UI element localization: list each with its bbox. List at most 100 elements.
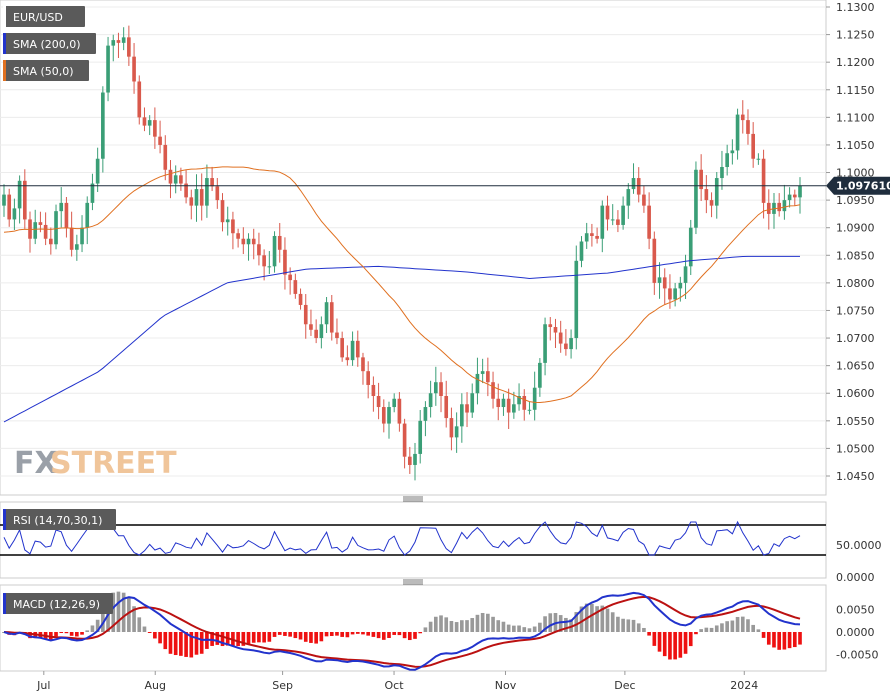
legend-sma50-label: SMA (50,0) — [13, 65, 74, 78]
macd-histogram-bar — [111, 592, 116, 632]
candle-body — [381, 407, 386, 424]
macd-histogram-bar — [179, 632, 183, 656]
macd-histogram-bar — [376, 632, 381, 639]
candle-body — [283, 249, 287, 275]
macd-histogram-bar — [714, 625, 719, 632]
macd-histogram-bar — [54, 632, 58, 637]
macd-histogram-bar — [569, 619, 573, 632]
macd-histogram-bar — [428, 621, 433, 632]
macd-histogram-bar — [132, 606, 136, 632]
macd-histogram-bar — [277, 632, 282, 635]
macd-histogram-bar — [309, 632, 313, 643]
legend-sma200[interactable]: SMA (200,0) — [3, 33, 96, 54]
last-price-value: 1.097610 — [836, 180, 893, 193]
macd-histogram-bar — [236, 632, 240, 647]
macd-axis-label: 0.0000 — [836, 626, 875, 639]
macd-histogram-bar — [631, 619, 636, 632]
candle-body — [418, 420, 423, 454]
candle-body — [376, 395, 381, 408]
candle-body — [220, 200, 225, 223]
macd-histogram-bar — [80, 632, 84, 635]
candle-body — [626, 189, 631, 206]
macd-histogram-bar — [418, 632, 423, 634]
candle-body — [792, 194, 797, 198]
candle-body — [132, 56, 136, 82]
candle-body — [95, 158, 100, 184]
macd-histogram-bar — [449, 620, 454, 632]
macd-line — [3, 591, 801, 671]
macd-histogram-bar — [147, 632, 152, 633]
macd-histogram-bar — [413, 632, 417, 639]
candle-body — [309, 324, 313, 330]
x-axis-label: Nov — [495, 679, 517, 692]
macd-histogram-bar — [605, 608, 610, 632]
panel-resize-handle[interactable] — [403, 579, 423, 585]
candle-body — [782, 200, 787, 212]
legend-macd[interactable]: MACD (12,26,9) — [3, 593, 113, 614]
macd-histogram-bar — [142, 626, 147, 632]
macd-histogram-bar — [423, 627, 428, 632]
candle-body — [460, 404, 464, 427]
macd-histogram-bar — [678, 632, 683, 658]
candle-body — [147, 120, 152, 126]
candle-body — [314, 329, 318, 339]
x-axis-label: Oct — [385, 679, 405, 692]
macd-histogram-bar — [335, 632, 339, 636]
candle-body — [272, 235, 277, 267]
candle-body — [111, 40, 116, 46]
candle-body — [335, 332, 339, 339]
x-axis-label: Dec — [614, 679, 635, 692]
candle-body — [231, 219, 235, 234]
macd-histogram-bar — [64, 632, 69, 634]
price-axis-label: 1.1050 — [836, 139, 875, 152]
macd-histogram-bar — [730, 620, 735, 632]
candle-body — [766, 202, 771, 214]
candle-body — [475, 373, 480, 394]
candle-body — [621, 205, 625, 225]
macd-histogram-bar — [470, 618, 475, 632]
macd-histogram-bar — [761, 632, 766, 638]
macd-histogram-bar — [220, 632, 225, 647]
macd-histogram-bar — [662, 632, 667, 657]
macd-histogram-bar — [116, 591, 121, 632]
panel-resize-handle[interactable] — [403, 496, 423, 502]
macd-histogram-bar — [101, 609, 105, 632]
candle-body — [636, 178, 641, 195]
candle-body — [64, 202, 69, 228]
candle-body — [340, 338, 344, 358]
legend-rsi[interactable]: RSI (14,70,30,1) — [3, 509, 116, 530]
macd-histogram-bar — [704, 627, 709, 632]
candle-body — [662, 277, 667, 289]
legend-eurusd[interactable]: EUR/USD — [3, 6, 85, 27]
macd-histogram-bar — [194, 632, 199, 655]
macd-histogram-bar — [407, 632, 412, 641]
macd-histogram-bar — [725, 621, 729, 632]
price-axis-label: 1.0800 — [836, 277, 875, 290]
candle-body — [652, 238, 657, 283]
candle-body — [553, 327, 558, 333]
x-axis-label: Aug — [144, 679, 165, 692]
macd-histogram-bar — [766, 632, 771, 645]
macd-histogram-bar — [392, 632, 397, 635]
candle-body — [2, 194, 6, 206]
candle-body — [267, 266, 272, 268]
candle-body — [402, 423, 407, 457]
candle-body — [371, 384, 376, 396]
candle-body — [303, 304, 308, 325]
rsi-panel — [0, 501, 827, 579]
macd-histogram-bar — [512, 625, 516, 632]
price-axis-label: 1.1250 — [836, 29, 875, 42]
candle-body — [605, 205, 610, 220]
candle-body — [543, 324, 547, 363]
candle-body — [678, 282, 683, 289]
candle-body — [199, 189, 204, 206]
legend-sma50[interactable]: SMA (50,0) — [3, 60, 89, 81]
candle-body — [506, 398, 511, 413]
macd-histogram-bar — [168, 632, 173, 654]
macd-histogram-bar — [616, 616, 620, 632]
macd-histogram-bar — [522, 627, 527, 632]
candle-body — [740, 114, 745, 121]
candle-body — [12, 208, 17, 220]
macd-histogram-bar — [506, 624, 511, 632]
macd-histogram-bar — [303, 632, 308, 642]
